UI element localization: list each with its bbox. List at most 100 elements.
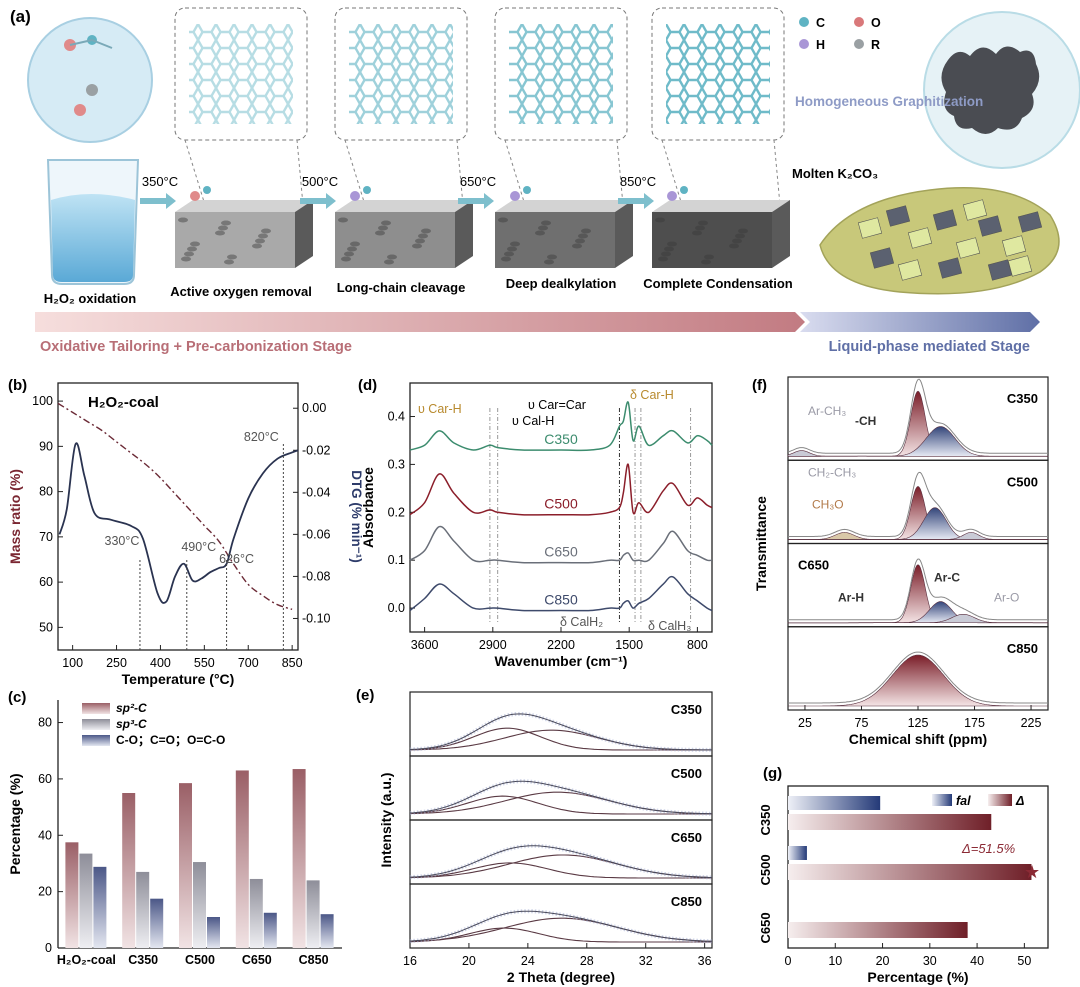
inset-connector [184,139,206,206]
carbon-slab-top [175,200,313,212]
beaker-liquid [51,194,135,282]
panel-b-label: (b) [8,377,27,394]
atom-legend-label: O [871,16,881,30]
x-tick-label: 20 [876,954,890,968]
band-annotation: υ Cal-H [512,414,554,428]
y2-tick-label: -0.10 [302,611,331,625]
aromatic-network-icon [509,24,613,124]
carbon-slab-top [652,200,790,212]
carbon-slab-front [175,212,295,268]
legend-swatch [932,794,952,806]
xrd-subplot-frame [409,691,713,757]
y-axis-label: Transmittance [753,496,769,591]
bar-sp3 [249,878,263,948]
process-arrow [618,193,654,209]
atom-legend-label: C [816,16,825,30]
x-tick-label: 50 [1017,954,1031,968]
nmr-fit-peak [788,532,1048,540]
pore-mark [178,217,188,223]
released-molecule-icon [510,191,520,201]
pore-mark [695,225,705,231]
atom-legend: C O H R [799,16,881,52]
pore-mark [507,246,517,252]
pore-mark [535,230,545,236]
graphitization-label: Homogeneous Graphitization [795,94,983,109]
atom-legend-label: H [816,38,825,52]
legend-swatch [988,794,1012,806]
panel-d-label: (d) [358,377,377,394]
step-temperature: 850°C [620,174,656,189]
y-tick-label: 0.2 [388,505,405,519]
x-tick-label: 40 [970,954,984,968]
bar-sp3 [136,871,150,948]
category-label: C500 [185,953,215,967]
carbon-slab-side [455,200,473,268]
pore-mark [218,225,228,231]
x-axis-label: Wavenumber (cm⁻¹) [495,653,628,669]
x-tick-label: 24 [521,954,535,968]
delta-annotation: Δ=51.5% [961,841,1015,856]
nmr-fit-peak [788,654,1048,707]
y-tick-label: 0 [45,941,52,955]
peak-label: CH₃O [812,497,844,511]
stage2-label: Liquid-phase mediated Stage [829,339,1030,355]
pore-mark [375,230,385,236]
temperature-annotation: 626°C [219,552,254,566]
y-axis-label: Absorbance [360,467,376,548]
y-tick-label: 0.3 [388,457,405,471]
released-molecule-icon [680,186,688,194]
bar-fal [788,846,807,860]
nmr-envelope [788,651,1048,704]
pore-mark [184,251,194,257]
carbon-slab-front [652,212,772,268]
pore-mark [698,220,708,226]
atom-H-icon [799,39,809,49]
y-axis-label: Mass ratio (%) [7,469,23,564]
step-temperature: 650°C [460,174,496,189]
pore-mark [421,228,431,234]
atom-legend-label: R [871,38,880,52]
carbon-slab-front [495,212,615,268]
xrd-fit-peak [409,795,712,815]
temperature-annotation: 820°C [244,430,279,444]
legend-label: sp³-C [116,717,147,731]
pore-mark [735,233,745,239]
salt-cube-icon [962,199,988,221]
pore-mark [255,238,265,244]
x-axis-label: Percentage (%) [867,969,968,985]
y-tick-label: 100 [32,394,53,408]
pore-mark [187,246,197,252]
pore-mark [655,217,665,223]
y2-tick-label: 0.00 [302,401,326,415]
porous-carbon-icon [941,46,1040,134]
released-molecule-icon [190,191,200,201]
salt-cube-icon [1001,235,1027,257]
step-label: Complete Condensation [643,276,793,291]
series-label: C850 [1007,641,1038,656]
pore-mark [261,228,271,234]
pore-mark [667,241,677,247]
series-label: C350 [671,702,702,717]
category-label: C350 [128,953,158,967]
x-tick-label: 16 [403,954,417,968]
xrd-sum-fit [409,910,713,942]
xrd-subplot-frame [409,883,713,949]
bar-sp2 [292,769,306,948]
ftir-line-C850 [409,575,713,612]
xrd-fit-peak [409,727,712,751]
carbon-slab-top [335,200,473,212]
pore-mark [221,220,231,226]
salt-cubes [857,199,1043,281]
series-label: C650 [671,830,702,845]
x-tick-label: 2900 [479,638,507,652]
y-tick-label: 0.0 [388,601,405,615]
y-tick-label: 0.4 [388,410,405,424]
stage2-bar [800,312,1040,332]
salt-cube-icon [937,257,963,279]
step-temperature: 500°C [302,174,338,189]
pore-mark [504,251,514,257]
x-tick-label: 30 [923,954,937,968]
nmr-envelope [788,558,1048,621]
dtg-line [58,442,299,604]
